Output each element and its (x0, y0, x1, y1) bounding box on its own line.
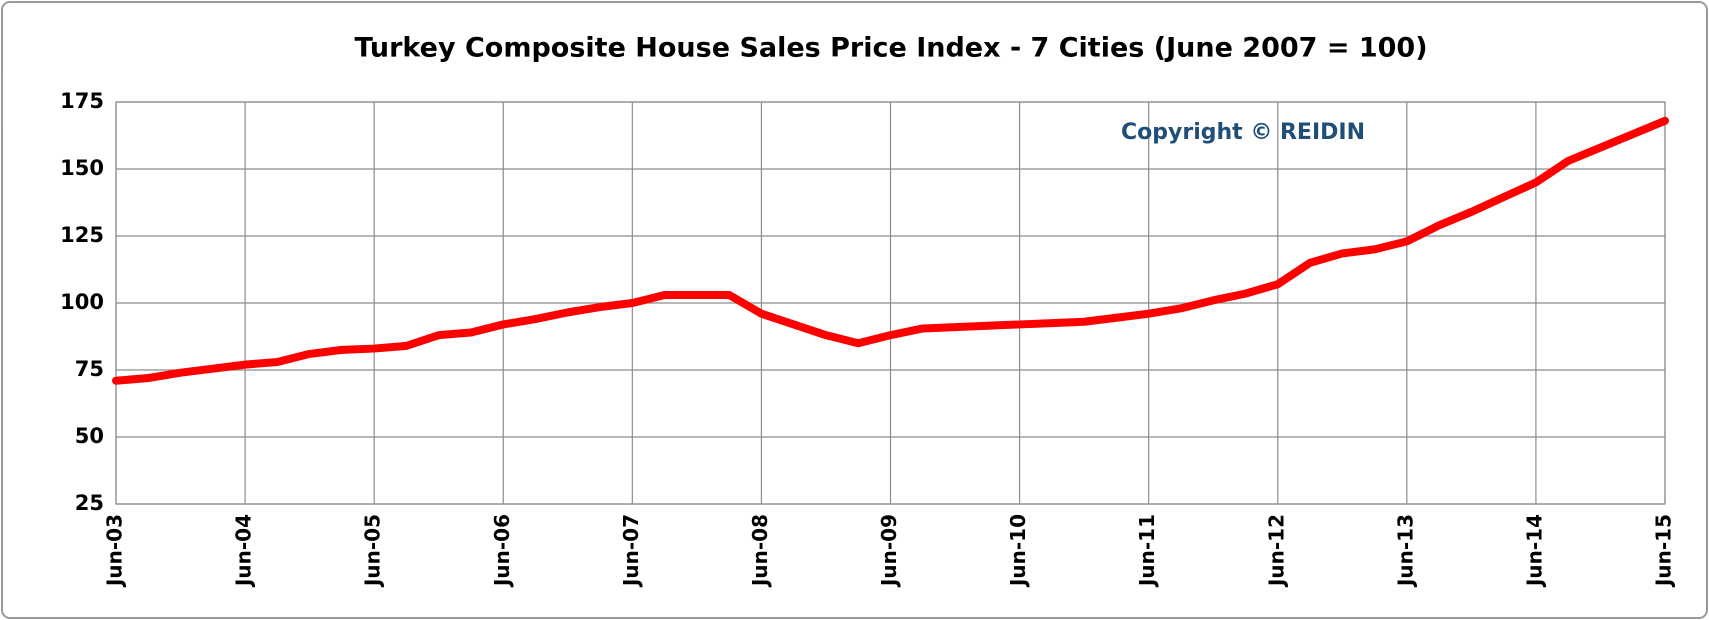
x-tick-label: Jun-05 (361, 514, 385, 588)
y-tick-label: 175 (60, 89, 104, 113)
x-tick-label: Jun-08 (748, 514, 772, 588)
y-tick-label: 25 (75, 491, 104, 515)
chart-border (2, 2, 1707, 618)
x-tick-label: Jun-03 (103, 514, 127, 588)
x-tick-label: Jun-07 (619, 514, 643, 588)
y-tick-label: 125 (60, 223, 104, 247)
x-tick-label: Jun-04 (232, 514, 256, 588)
y-tick-label: 150 (60, 156, 104, 180)
annotation: Copyright © REIDIN (1121, 120, 1365, 145)
x-tick-label: Jun-15 (1652, 514, 1676, 588)
x-tick-label: Jun-10 (1006, 514, 1030, 588)
x-tick-label: Jun-12 (1264, 514, 1288, 588)
y-tick-label: 50 (75, 424, 104, 448)
y-tick-label: 75 (75, 357, 104, 381)
x-tick-label: Jun-13 (1393, 514, 1417, 588)
chart: Turkey Composite House Sales Price Index… (0, 0, 1709, 620)
y-tick-label: 100 (60, 290, 104, 314)
x-tick-label: Jun-09 (877, 514, 901, 588)
x-tick-label: Jun-11 (1135, 514, 1159, 588)
x-tick-label: Jun-06 (490, 514, 514, 588)
chart-title: Turkey Composite House Sales Price Index… (354, 33, 1427, 64)
x-tick-label: Jun-14 (1522, 514, 1546, 588)
